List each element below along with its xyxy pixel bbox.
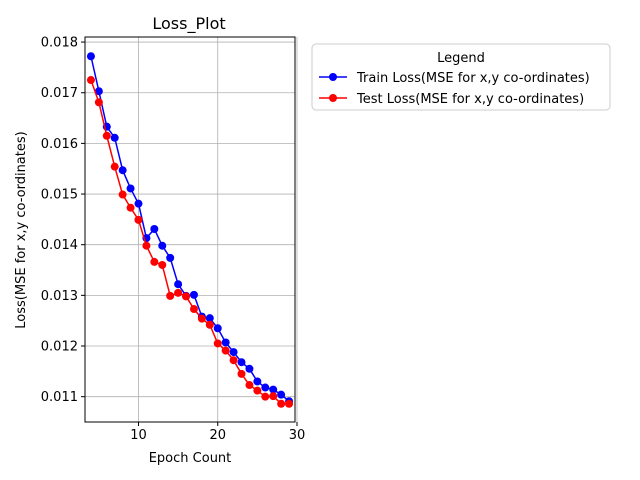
data-point-0	[261, 383, 270, 392]
data-point-1	[126, 203, 135, 212]
data-point-1	[189, 305, 198, 314]
data-point-1	[261, 392, 270, 401]
data-point-1	[110, 162, 119, 171]
data-point-1	[221, 346, 230, 355]
data-point-0	[118, 166, 127, 175]
y-tick-label: 0.017	[41, 86, 78, 101]
tick-layer: 10 20 30 0.011 0.012 0.013 0.014 0.015 0.016 0.01…	[41, 36, 305, 443]
data-point-1	[174, 288, 183, 297]
y-axis-label: Loss(MSE for x,y co-ordinates)	[14, 131, 29, 328]
data-point-0	[94, 87, 103, 96]
plot-frame	[84, 36, 296, 423]
data-point-1	[277, 399, 286, 408]
data-point-0	[174, 280, 183, 289]
data-point-1	[102, 131, 111, 140]
data-point-1	[158, 260, 167, 269]
data-point-0	[189, 290, 198, 299]
data-point-1	[245, 381, 254, 390]
data-point-1	[118, 190, 127, 199]
data-point-0	[237, 358, 246, 367]
data-point-1	[213, 339, 222, 348]
legend-title: Legend	[437, 51, 485, 66]
data-point-0	[277, 390, 286, 399]
data-point-1	[237, 369, 246, 378]
x-tick-label: 20	[209, 428, 226, 443]
legend-marker-test	[329, 94, 337, 102]
legend-label-train: Train Loss(MSE for x,y co-ordinates)	[356, 71, 590, 86]
legend-marker-train	[329, 73, 337, 81]
data-point-0	[213, 324, 222, 333]
data-point-0	[205, 314, 214, 323]
legend-box	[311, 43, 611, 111]
data-point-1	[150, 257, 159, 266]
data-point-0	[150, 224, 159, 233]
data-point-0	[126, 184, 135, 193]
legend-entry-train: Train Loss(MSE for x,y co-ordinates)	[319, 71, 590, 86]
data-point-1	[142, 241, 151, 250]
data-point-1	[253, 386, 262, 395]
y-tick-label: 0.014	[41, 238, 78, 253]
legend: Legend Train Loss(MSE for x,y co-ordinat…	[311, 43, 611, 111]
series-layer	[86, 52, 294, 408]
legend-label-test: Test Loss(MSE for x,y co-ordinates)	[356, 92, 584, 107]
data-point-0	[245, 364, 254, 373]
data-point-1	[94, 98, 103, 107]
data-point-1	[285, 399, 294, 408]
data-point-0	[86, 52, 95, 61]
x-tick-label: 30	[289, 428, 306, 443]
data-point-1	[166, 291, 175, 300]
data-point-1	[205, 320, 214, 329]
data-point-0	[166, 253, 175, 262]
data-point-0	[158, 241, 167, 250]
x-axis-label: Epoch Count	[149, 451, 232, 466]
chart-title: Loss_Plot	[152, 14, 225, 34]
data-point-0	[221, 338, 230, 347]
y-tick-label: 0.012	[41, 340, 78, 355]
data-point-0	[269, 385, 278, 394]
data-point-0	[253, 377, 262, 386]
y-tick-label: 0.011	[41, 390, 78, 405]
data-point-1	[134, 215, 143, 224]
data-point-1	[269, 392, 278, 401]
legend-entry-test: Test Loss(MSE for x,y co-ordinates)	[319, 92, 584, 107]
data-point-0	[229, 348, 238, 357]
x-tick-label: 10	[130, 428, 147, 443]
data-point-1	[229, 356, 238, 365]
y-tick-label: 0.016	[41, 137, 78, 152]
data-point-0	[110, 133, 119, 142]
data-point-1	[86, 76, 95, 85]
data-point-0	[134, 199, 143, 208]
y-tick-label: 0.018	[41, 36, 78, 51]
y-tick-label: 0.015	[41, 188, 78, 203]
y-tick-label: 0.013	[41, 289, 78, 304]
data-point-1	[182, 292, 191, 301]
data-point-1	[197, 314, 206, 323]
